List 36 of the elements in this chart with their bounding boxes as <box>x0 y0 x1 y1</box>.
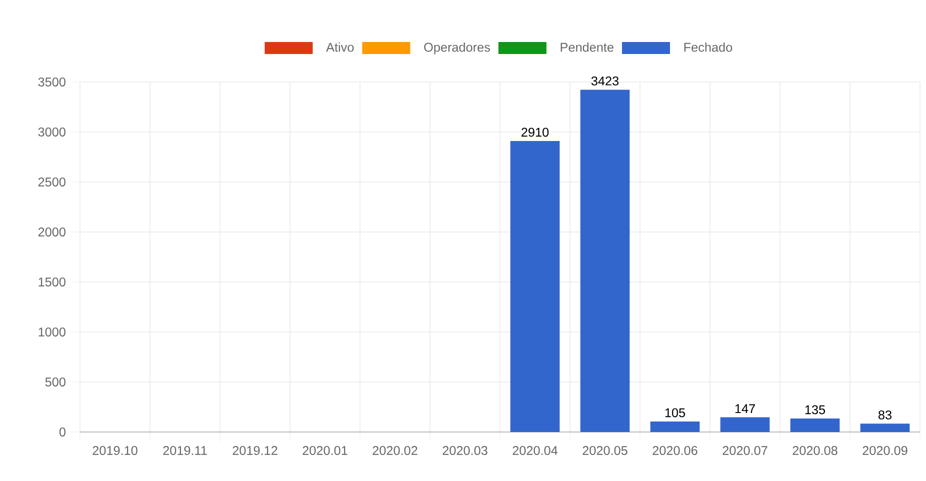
x-tick-label: 2020.01 <box>302 446 348 455</box>
x-tick-label: 2020.03 <box>442 446 488 455</box>
x-tick-label: 2020.05 <box>582 446 628 455</box>
x-tick-label: 2020.08 <box>792 446 838 455</box>
data-label: 147 <box>735 404 755 414</box>
x-tick-label: 2020.04 <box>512 446 558 455</box>
y-tick-label: 2000 <box>38 228 66 236</box>
y-tick-label: 2500 <box>38 178 66 186</box>
y-tick-label: 3000 <box>38 128 66 136</box>
x-tick-label: 2019.12 <box>232 446 278 455</box>
y-tick-label: 1000 <box>38 328 66 336</box>
data-label: 2910 <box>522 128 549 137</box>
bar <box>860 424 910 432</box>
x-tick-label: 2020.07 <box>722 446 768 455</box>
bar <box>720 417 770 432</box>
y-tick-label: 500 <box>45 378 66 386</box>
legend-label: Pendente <box>560 42 614 52</box>
data-label: 105 <box>665 408 686 418</box>
bar <box>580 90 630 432</box>
bar <box>650 421 700 432</box>
x-tick-label: 2020.09 <box>862 446 908 455</box>
x-tick-label: 2019.10 <box>92 446 138 455</box>
legend-label: Ativo <box>326 42 354 52</box>
y-tick-label: 3500 <box>38 78 66 86</box>
legend-label: Fechado <box>684 42 732 52</box>
data-label: 135 <box>805 405 826 414</box>
y-tick-label: 1500 <box>38 278 66 286</box>
data-label: 3423 <box>591 76 619 86</box>
x-tick-label: 2020.06 <box>652 446 698 455</box>
y-tick-label: 0 <box>59 428 66 436</box>
bar <box>790 418 840 432</box>
legend-label: Operadores <box>424 42 490 54</box>
x-tick-label: 2020.02 <box>372 446 418 455</box>
x-tick-label: 2019.11 <box>163 446 207 455</box>
bar <box>510 140 560 432</box>
data-label: 83 <box>878 410 892 420</box>
